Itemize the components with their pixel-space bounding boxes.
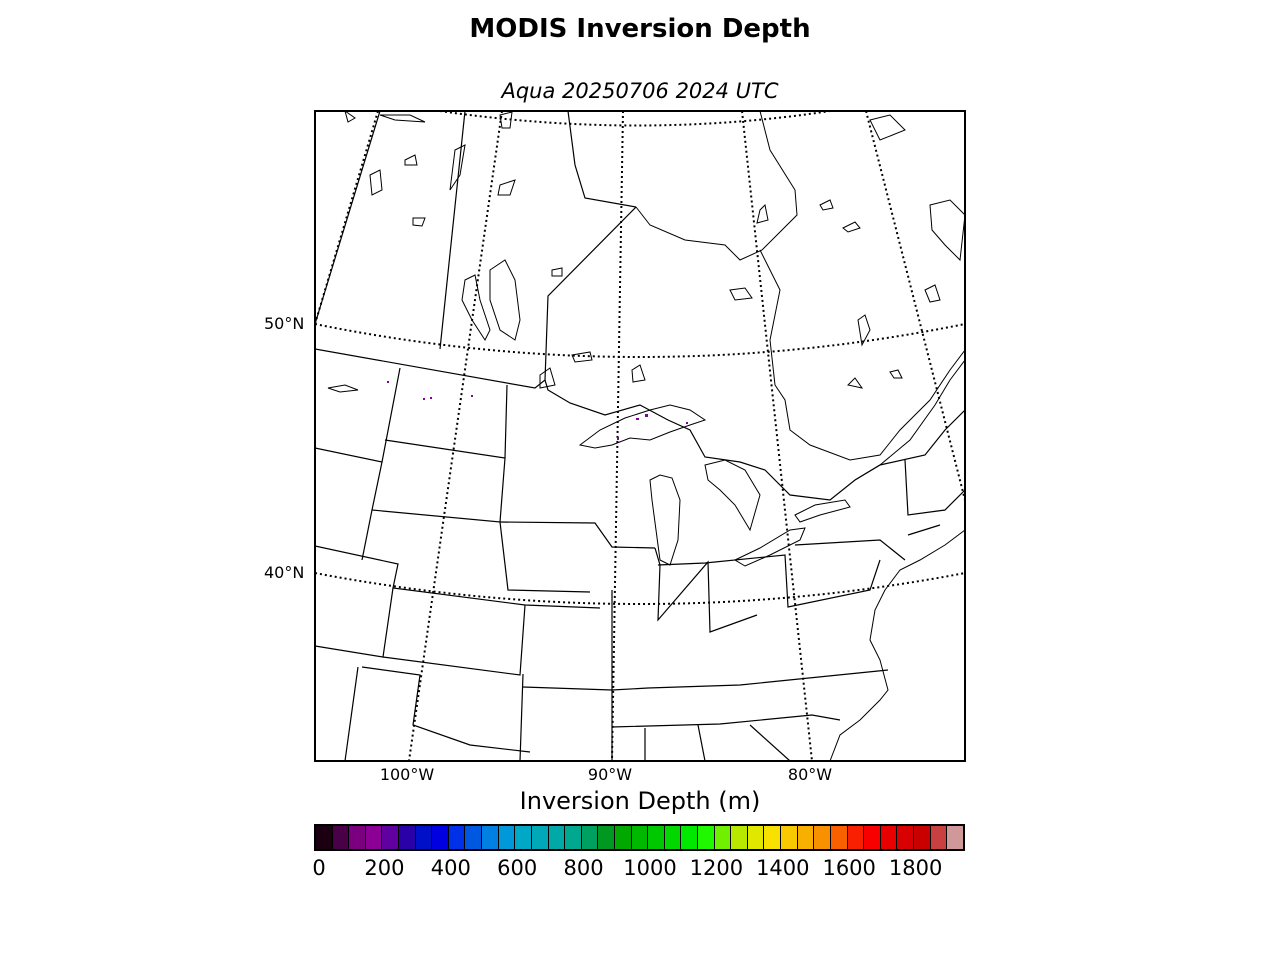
colorbar-segment: [465, 826, 483, 849]
st-lawrence: [854, 359, 965, 481]
coastlines: [327, 111, 965, 761]
colorbar-segment: [764, 826, 782, 849]
colorbar-segment: [714, 826, 732, 849]
lon-label-80w: 80°W: [787, 765, 833, 784]
colorbar-tick-label: 1600: [822, 856, 876, 880]
parallel-50n: [315, 323, 965, 358]
lake-michigan: [649, 474, 681, 566]
hudson-bay-coast: [635, 111, 798, 261]
colorbar-segment: [880, 826, 898, 849]
map-background: [315, 111, 965, 761]
colorbar-segment: [681, 826, 699, 849]
map-frame: [314, 110, 966, 762]
lat-label-40n: 40°N: [264, 563, 305, 582]
colorbar-segment: [548, 826, 566, 849]
colorbar-segment: [531, 826, 549, 849]
colorbar-segment: [332, 826, 350, 849]
borders: [315, 111, 965, 761]
meridian-80w: [741, 111, 813, 761]
colorbar-segment: [631, 826, 649, 849]
colorbar-tick-label: 1400: [756, 856, 810, 880]
lon-label-100w: 100°W: [379, 765, 435, 784]
colorbar-segment: [648, 826, 665, 849]
colorbar-segment: [897, 826, 914, 849]
inversion-data-points: [387, 381, 688, 440]
lat-label-50n: 50°N: [264, 314, 305, 333]
colorbar-segment: [399, 826, 416, 849]
colorbar-segment: [432, 826, 449, 849]
colorbar-segment: [448, 826, 466, 849]
colorbar-segment: [797, 826, 815, 849]
colorbar-segment: [781, 826, 798, 849]
colorbar-segment: [349, 826, 366, 849]
colorbar-segment: [698, 826, 715, 849]
colorbar-segment: [864, 826, 881, 849]
lake-erie: [733, 527, 806, 567]
meridian-90w: [611, 111, 624, 761]
colorbar-segment: [482, 826, 499, 849]
colorbar-segment: [365, 826, 383, 849]
colorbar-tick-label: 1800: [888, 856, 943, 880]
lake-huron: [704, 459, 761, 532]
colorbar-tick-label: 800: [563, 856, 604, 880]
lon-label-90w: 90°W: [587, 765, 633, 784]
colorbar-segment: [731, 826, 748, 849]
colorbar-segment: [814, 826, 831, 849]
colorbar-segment: [930, 826, 948, 849]
colorbar-segment: [498, 826, 516, 849]
atlantic-coast: [829, 529, 965, 761]
lake-ontario: [794, 499, 851, 523]
colorbar-segment: [581, 826, 599, 849]
colorbar-segment: [664, 826, 682, 849]
colorbar-segment: [947, 826, 963, 849]
james-bay-coast: [759, 249, 965, 461]
colorbar-segment: [382, 826, 400, 849]
colorbar-segment: [598, 826, 615, 849]
colorbar-tick-label: 1200: [689, 856, 744, 880]
colorbar-segment: [415, 826, 433, 849]
colorbar-segment: [614, 826, 632, 849]
colorbar: [314, 824, 965, 851]
colorbar-segment: [316, 826, 333, 849]
meridian-70w: [865, 111, 965, 501]
colorbar-tick-label: 600: [497, 856, 538, 880]
colorbar-tick-label: 0: [312, 856, 326, 880]
colorbar-segment: [515, 826, 532, 849]
parallel-40n: [315, 572, 965, 605]
figure-subtitle: Aqua 20250706 2024 UTC: [501, 79, 779, 103]
lake-superior: [578, 404, 707, 449]
parallel-60n: [439, 111, 831, 127]
colorbar-tick-label: 400: [430, 856, 471, 880]
colorbar-segment: [830, 826, 848, 849]
graticule: [315, 111, 965, 761]
colorbar-tick-label: 200: [364, 856, 405, 880]
colorbar-segment: [747, 826, 765, 849]
colorbar-title: Inversion Depth (m): [519, 787, 761, 815]
lake-winnipeg: [489, 259, 521, 341]
colorbar-segment: [847, 826, 865, 849]
colorbar-tick-label: 1000: [623, 856, 677, 880]
colorbar-segment: [913, 826, 931, 849]
figure-title: MODIS Inversion Depth: [469, 14, 811, 44]
colorbar-segment: [565, 826, 582, 849]
